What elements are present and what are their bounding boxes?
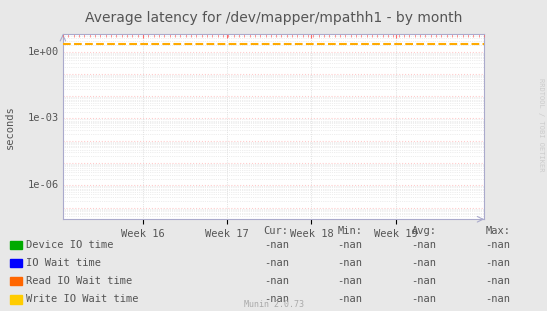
Text: -nan: -nan — [264, 276, 289, 286]
Text: Avg:: Avg: — [411, 226, 437, 236]
Text: Device IO time: Device IO time — [26, 240, 114, 250]
Text: -nan: -nan — [411, 276, 437, 286]
Text: seconds: seconds — [5, 106, 15, 149]
Text: -nan: -nan — [411, 258, 437, 268]
Text: Write IO Wait time: Write IO Wait time — [26, 294, 139, 304]
Text: 1e-06: 1e-06 — [27, 180, 59, 190]
Text: RRDTOOL / TOBI OETIKER: RRDTOOL / TOBI OETIKER — [538, 78, 544, 171]
Text: Average latency for /dev/mapper/mpathh1 - by month: Average latency for /dev/mapper/mpathh1 … — [85, 11, 462, 25]
Text: -nan: -nan — [485, 240, 510, 250]
Text: Read IO Wait time: Read IO Wait time — [26, 276, 132, 286]
Text: 1e-03: 1e-03 — [27, 114, 59, 123]
Text: -nan: -nan — [485, 276, 510, 286]
Text: Max:: Max: — [485, 226, 510, 236]
Text: -nan: -nan — [411, 240, 437, 250]
Text: -nan: -nan — [337, 240, 363, 250]
Text: -nan: -nan — [337, 276, 363, 286]
Text: -nan: -nan — [337, 294, 363, 304]
Text: -nan: -nan — [264, 240, 289, 250]
Text: -nan: -nan — [485, 294, 510, 304]
Text: -nan: -nan — [264, 294, 289, 304]
Text: 1e+00: 1e+00 — [27, 47, 59, 57]
Text: Cur:: Cur: — [264, 226, 289, 236]
Text: -nan: -nan — [411, 294, 437, 304]
Text: -nan: -nan — [264, 258, 289, 268]
Text: Min:: Min: — [337, 226, 363, 236]
Text: Munin 2.0.73: Munin 2.0.73 — [243, 299, 304, 309]
Text: -nan: -nan — [337, 258, 363, 268]
Text: -nan: -nan — [485, 258, 510, 268]
Text: IO Wait time: IO Wait time — [26, 258, 101, 268]
